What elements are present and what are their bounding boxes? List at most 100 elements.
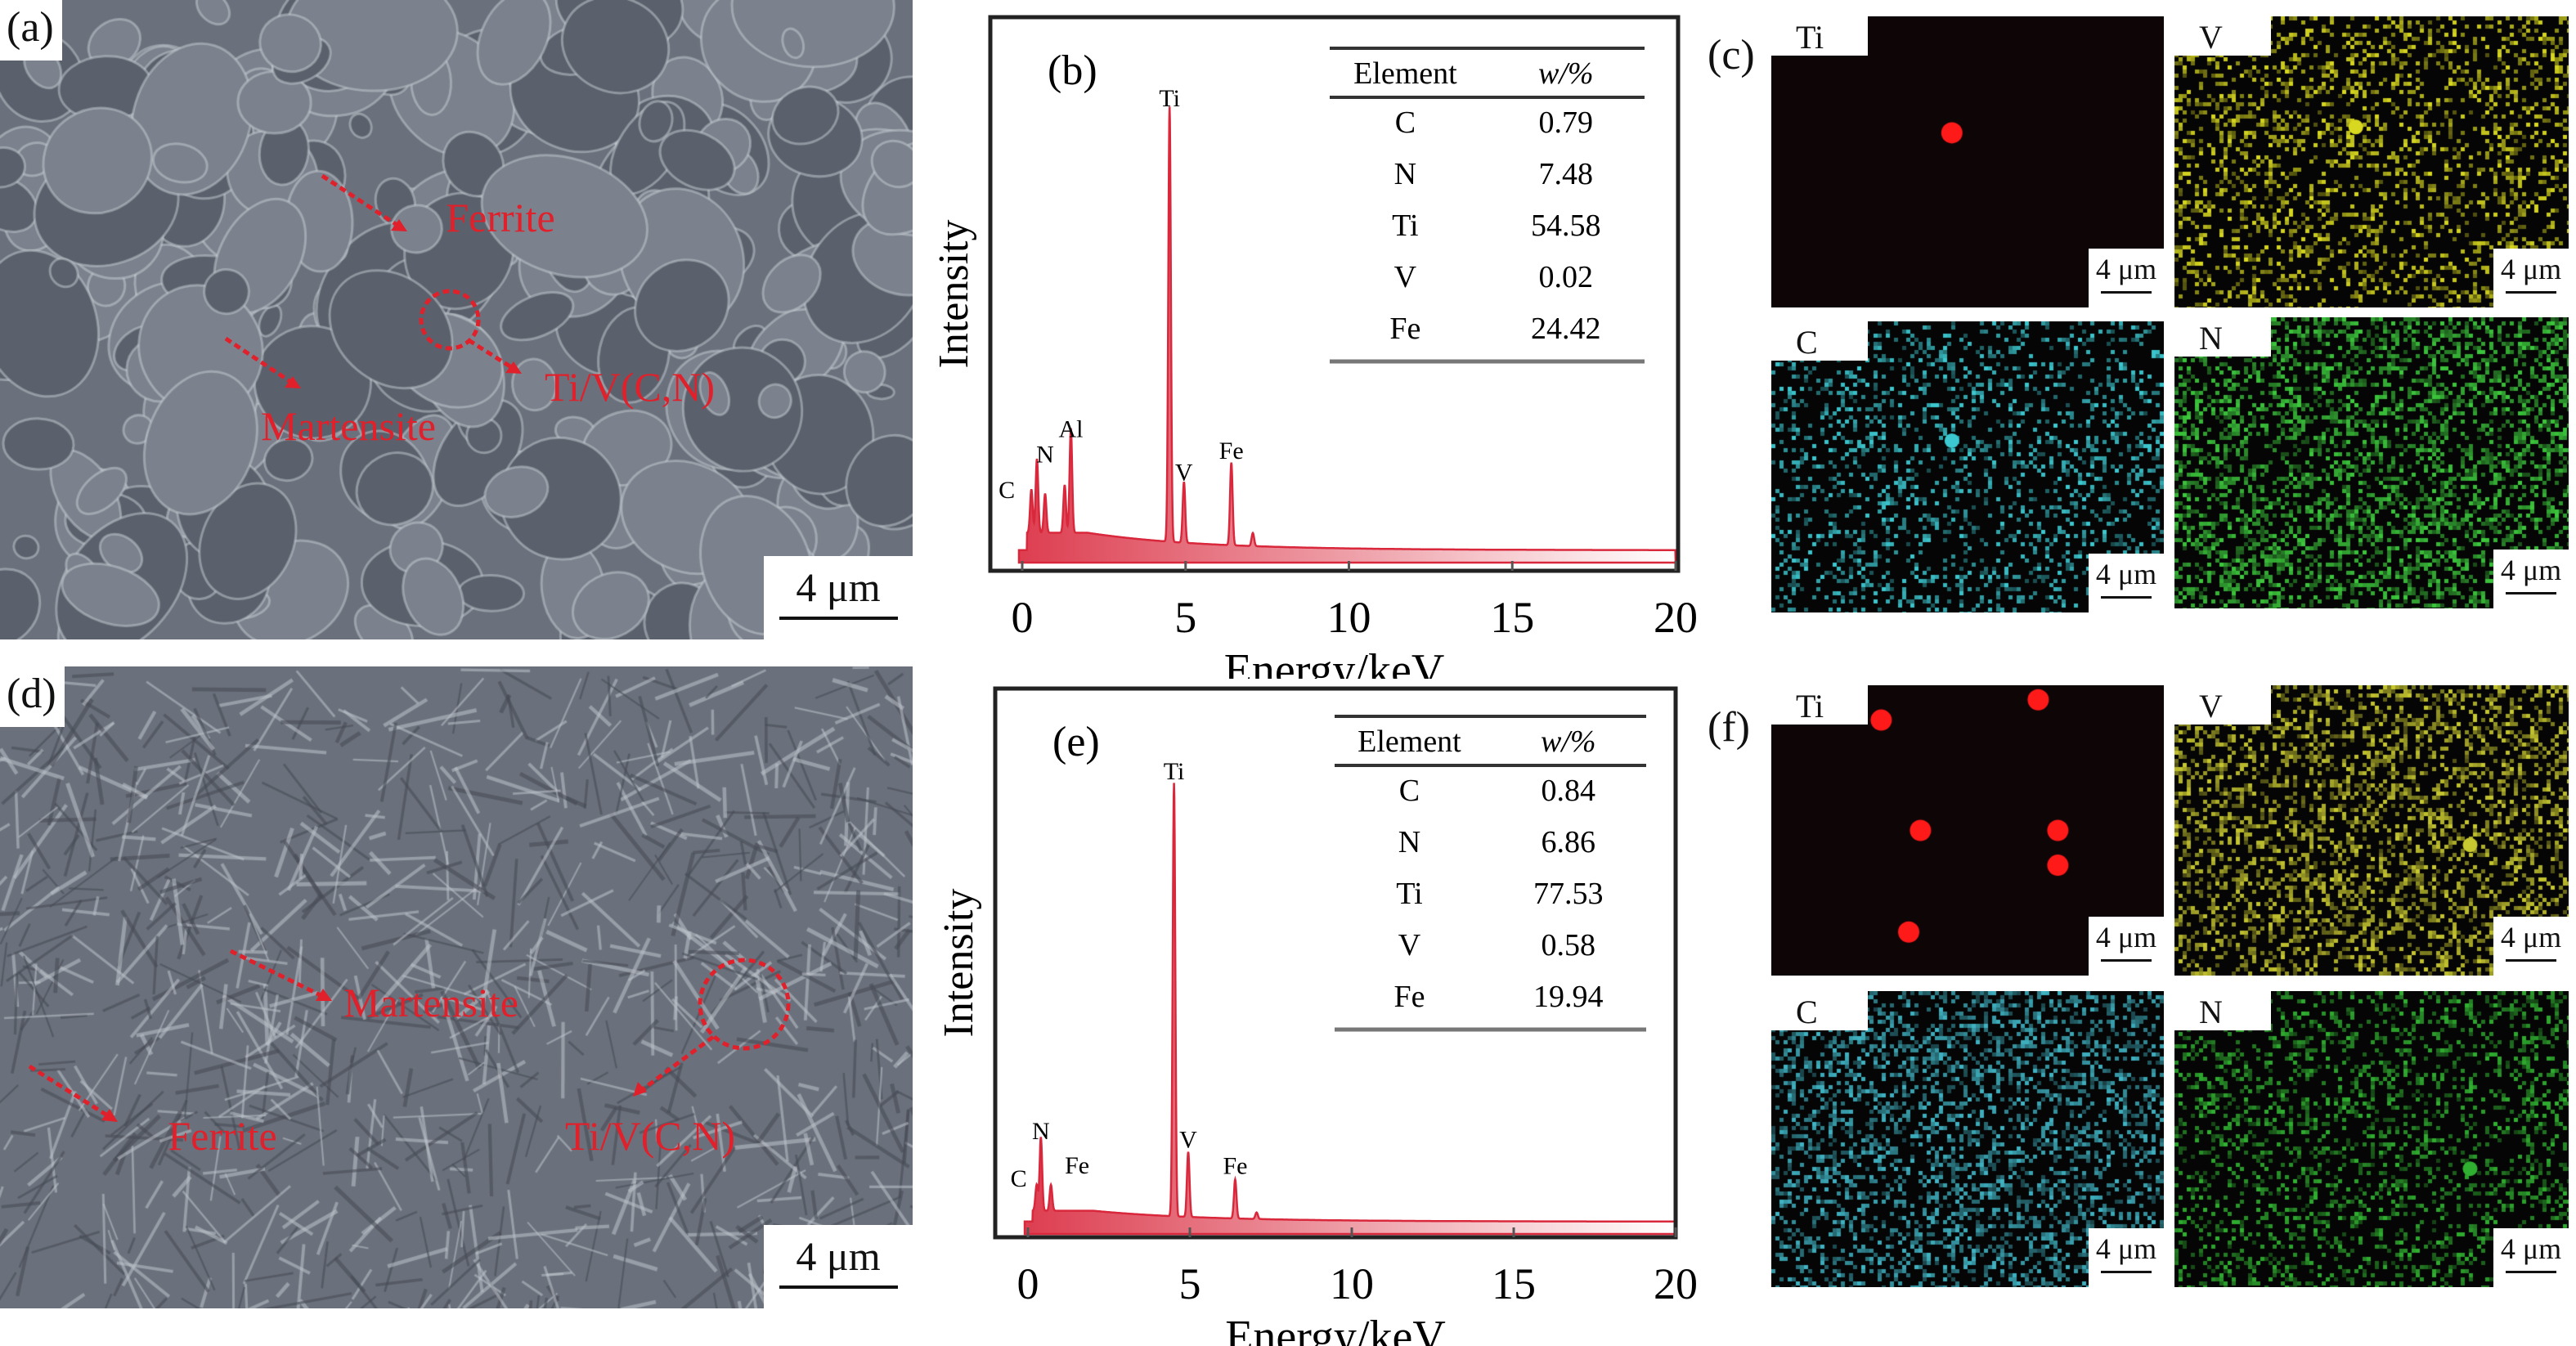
scale-bar: 4 μm [2089,1228,2164,1287]
table-cell-element: V [1394,260,1417,294]
map-element-label: V [2199,688,2223,725]
scale-bar: 4 μm [764,1225,913,1308]
table-cell-value: 77.53 [1533,877,1604,911]
arrow-head [316,989,332,1001]
martensite-arrow [224,336,296,387]
table-cell-value: 0.58 [1542,928,1596,962]
annotation-precipitate: Ti/V(C,N) [545,364,715,410]
sem-micrograph [0,666,913,1308]
table-cell-value: 54.58 [1531,209,1601,243]
map-label-box [1771,685,1868,725]
scale-bar-label: 4 μm [796,1233,881,1279]
table-header: w/% [1538,56,1594,91]
peak-label: C [1011,1165,1027,1192]
sem-image-d: Martensite Ferrite Ti/V(C,N) (d) 4 μm [0,666,913,1308]
peak-label: Ti [1159,85,1180,112]
annotation-arrows [28,949,791,1122]
scale-bar: 4 μm [764,556,913,639]
table-header: w/% [1541,725,1596,759]
x-axis-label: Energy/keV [1225,1312,1446,1346]
scale-bar: 4 μm [2089,249,2164,307]
arrow-head [633,1082,647,1097]
element-map-f-ti: Ti 4 μm [1771,685,2164,976]
scale-bar-line [2101,596,2152,599]
scale-bar: 4 μm [2493,249,2569,307]
panel-label-a: (a) [0,0,62,61]
x-tick-label: 5 [1179,1259,1201,1308]
annotation-ferrite: Ferrite [168,1113,277,1159]
x-axis-label: Energy/keV [1224,645,1445,679]
precipitate-circle [698,958,791,1051]
scale-bar: 4 μm [2493,917,2569,976]
element-map-f-n: N 4 μm [2174,991,2569,1287]
y-axis-label: Intensity [931,220,977,369]
annotation-ferrite: Ferrite [446,195,555,240]
eds-spectrum-b: 0 5 10 15 20Energy/keVIntensity(b)CNAlTiVFeE… [931,15,1698,679]
spectrum-line [1023,783,1677,1236]
element-map-f-c: C 4 μm [1771,991,2164,1287]
element-map-c-c: C 4 μm [1771,321,2164,612]
map-label-box [1771,16,1868,56]
x-tick-label: 15 [1492,1259,1536,1308]
scale-bar-label: 4 μm [2500,554,2562,586]
table-cell-value: 24.42 [1531,312,1601,346]
peak-label: N [1032,1118,1050,1145]
peak-label: V [1175,460,1193,487]
panel-label-f: (f) [1708,704,1750,751]
ferrite-arrow [321,173,402,230]
scale-bar-label: 4 μm [2500,921,2562,953]
scale-bar-label: 4 μm [2095,1232,2157,1265]
x-tick-label: 0 [1012,593,1034,642]
table-cell-element: Fe [1393,980,1425,1014]
map-element-label: C [1796,324,1818,361]
eds-spectrum-e: 0 5 10 15 20Energy/keVIntensity(e)CNFeTiVFeE… [936,686,1698,1346]
map-label-box [2174,16,2271,56]
scale-bar: 4 μm [2089,917,2164,976]
map-label-box [2174,685,2271,725]
element-map-f-v: V 4 μm [2174,685,2569,976]
map-label-box [2174,991,2271,1030]
scale-bar-line [779,1285,898,1289]
map-element-label: N [2199,994,2223,1030]
sem-image-a: Ferrite Martensite Ti/V(C,N) (a) 4 μm [0,0,913,639]
x-tick-label: 15 [1490,593,1534,642]
scale-bar-line [2506,959,2556,962]
map-element-label: C [1796,994,1818,1030]
scale-bar-line [2506,291,2556,294]
annotation-martensite: Martensite [343,980,518,1025]
panel-label: (b) [1048,47,1097,94]
arrow-head [285,376,301,388]
map-element-label: V [2199,19,2223,56]
precipitate-arrow [638,1034,715,1094]
annotation-martensite: Martensite [261,403,436,449]
table-cell-element: C [1399,774,1420,808]
scale-bar: 4 μm [2493,550,2569,608]
plot-frame [988,15,1681,573]
map-element-label: Ti [1796,19,1824,56]
scale-bar-label: 4 μm [2095,921,2157,953]
scale-bar-line [2506,592,2556,594]
x-tick-label: 20 [1654,593,1698,642]
map-label-box [1771,991,1868,1030]
table-cell-element: N [1398,825,1420,859]
map-element-label: N [2199,320,2223,357]
table-cell-element: Ti [1396,877,1422,911]
scale-bar-label: 4 μm [796,564,881,610]
scale-bar-line [2101,1271,2152,1273]
map-label-box [1771,321,1868,361]
peak-label: N [1036,442,1054,469]
peak-label: V [1179,1127,1197,1154]
table-cell-value: 0.84 [1542,774,1596,808]
x-tick-label: 10 [1330,1259,1374,1308]
x-tick-label: 20 [1654,1259,1698,1308]
arrow-head [505,361,522,374]
table-cell-element: Fe [1389,312,1420,346]
element-map-c-ti: Ti 4 μm [1771,16,2164,307]
peak-label: Ti [1164,758,1185,785]
scale-bar-label: 4 μm [2500,253,2562,285]
precipitate-arrow [467,338,517,372]
spectrum-line [1017,106,1677,564]
x-tick-label: 10 [1327,593,1371,642]
table-header: Element [1358,725,1461,759]
martensite-arrow [229,949,327,1000]
